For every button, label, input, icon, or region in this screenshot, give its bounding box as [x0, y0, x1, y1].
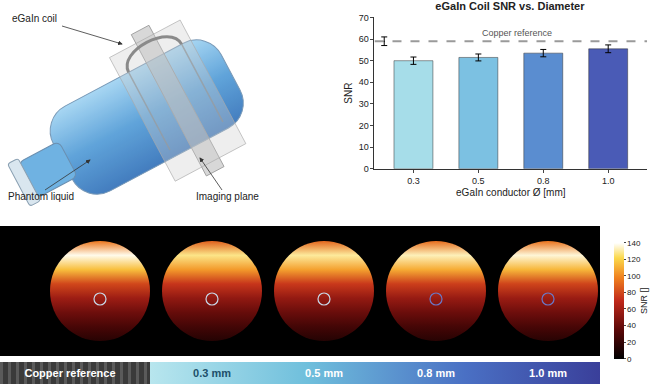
svg-text:0.8 mm: 0.8 mm	[417, 367, 455, 379]
svg-text:0.3 mm: 0.3 mm	[193, 367, 231, 379]
svg-text:0: 0	[364, 164, 369, 174]
svg-text:120: 120	[627, 255, 641, 264]
svg-text:70: 70	[359, 13, 369, 23]
svg-text:eGaIn coil: eGaIn coil	[12, 13, 57, 24]
svg-text:SNR: SNR	[343, 83, 354, 104]
svg-text:140: 140	[627, 239, 641, 248]
svg-text:1.0: 1.0	[602, 176, 615, 186]
svg-text:0: 0	[627, 355, 632, 364]
svg-text:10: 10	[359, 142, 369, 152]
svg-text:40: 40	[359, 77, 369, 87]
svg-text:eGaIn conductor Ø [mm]: eGaIn conductor Ø [mm]	[456, 187, 566, 198]
svg-text:80: 80	[627, 288, 636, 297]
svg-text:60: 60	[627, 305, 636, 314]
svg-text:20: 20	[359, 121, 369, 131]
svg-text:Imaging plane: Imaging plane	[196, 191, 259, 202]
svg-text:0.8: 0.8	[537, 176, 550, 186]
svg-text:100: 100	[627, 272, 641, 281]
svg-text:20: 20	[627, 338, 636, 347]
svg-text:60: 60	[359, 34, 369, 44]
svg-text:1.0 mm: 1.0 mm	[529, 367, 567, 379]
svg-text:30: 30	[359, 99, 369, 109]
svg-text:0.3: 0.3	[407, 176, 420, 186]
svg-text:50: 50	[359, 56, 369, 66]
svg-text:0.5 mm: 0.5 mm	[305, 367, 343, 379]
svg-text:SNR []: SNR []	[639, 287, 649, 314]
svg-text:Copper reference: Copper reference	[24, 367, 115, 379]
svg-text:Phantom liquid: Phantom liquid	[8, 191, 74, 202]
svg-text:40: 40	[627, 321, 636, 330]
svg-text:eGaIn Coil SNR vs. Diameter: eGaIn Coil SNR vs. Diameter	[435, 0, 585, 12]
svg-text:0.5: 0.5	[472, 176, 485, 186]
svg-text:Copper reference: Copper reference	[482, 28, 552, 38]
